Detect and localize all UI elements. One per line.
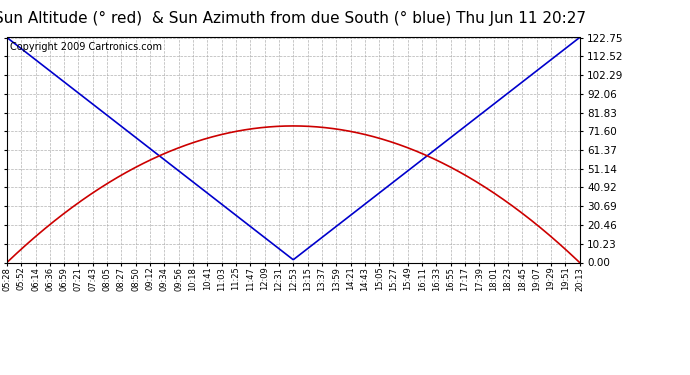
Text: Sun Altitude (° red)  & Sun Azimuth from due South (° blue) Thu Jun 11 20:27: Sun Altitude (° red) & Sun Azimuth from … (0, 11, 586, 26)
Text: Copyright 2009 Cartronics.com: Copyright 2009 Cartronics.com (10, 42, 161, 52)
